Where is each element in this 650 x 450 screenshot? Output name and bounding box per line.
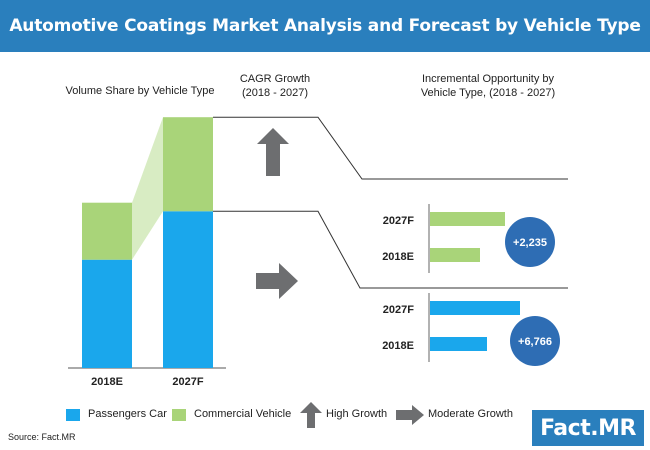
- bar-passengers-2027F: [163, 211, 213, 368]
- connector-commercial: [213, 116, 568, 180]
- passengers-tick-2027F: 2027F: [383, 304, 414, 316]
- legend-label-moderate-growth: Moderate Growth: [428, 408, 513, 420]
- passengers-bar-2018E: [430, 337, 487, 351]
- legend-label-commercial: Commercial Vehicle: [194, 408, 292, 420]
- title-banner: Automotive Coatings Market Analysis and …: [0, 0, 650, 52]
- bar-passengers-2018E: [82, 259, 132, 368]
- page-title: Automotive Coatings Market Analysis and …: [9, 16, 641, 36]
- connector-passengers: [213, 210, 568, 289]
- bar-commercial-2027F: [163, 117, 213, 212]
- legend-swatch-commercial: [172, 409, 186, 421]
- high-growth-legend-icon: [300, 402, 322, 428]
- passengers-bubble: [510, 316, 560, 366]
- volume-share-label: Volume Share by Vehicle Type: [65, 85, 215, 97]
- incremental-label-line2: Vehicle Type, (2018 - 2027): [420, 87, 556, 99]
- cagr-label-line1: CAGR Growth: [239, 73, 311, 85]
- passengers-tick-2018E: 2018E: [382, 340, 414, 352]
- stacked-tick-2018E: 2018E: [91, 376, 123, 388]
- fact-mr-logo: Fact. MR: [532, 410, 644, 446]
- passengers-bubble-label: +6,766: [518, 336, 552, 348]
- commercial-bar-2018E: [430, 248, 480, 262]
- logo-dot: .: [590, 415, 599, 441]
- legend-swatch-passengers: [66, 409, 80, 421]
- legend-label-high-growth: High Growth: [326, 408, 388, 420]
- stacked-tick-2027F: 2027F: [172, 376, 203, 388]
- incremental-label: Incremental Opportunity by Vehicle Type,…: [398, 72, 578, 100]
- high-growth-arrow-icon: [257, 128, 289, 176]
- moderate-growth-legend-icon: [396, 405, 424, 425]
- passengers-bar-2027F: [430, 301, 520, 315]
- source-note: Source: Fact.MR: [8, 432, 76, 442]
- logo-text-right: MR: [598, 415, 636, 441]
- logo-text-left: Fact: [540, 415, 591, 441]
- commercial-bubble: [505, 217, 555, 267]
- commercial-bar-2027F: [430, 212, 505, 226]
- commercial-bubble-label: +2,235: [513, 237, 547, 249]
- cagr-label-line2: (2018 - 2027): [241, 87, 309, 99]
- cagr-label: CAGR Growth (2018 - 2027): [220, 72, 330, 100]
- commercial-growth-band: [132, 117, 163, 260]
- moderate-growth-arrow-icon: [256, 263, 298, 299]
- bar-commercial-2018E: [82, 202, 132, 260]
- commercial-tick-2027F: 2027F: [383, 215, 414, 227]
- commercial-tick-2018E: 2018E: [382, 251, 414, 263]
- legend-label-passengers: Passengers Car: [88, 408, 167, 420]
- incremental-label-line1: Incremental Opportunity by: [421, 73, 555, 85]
